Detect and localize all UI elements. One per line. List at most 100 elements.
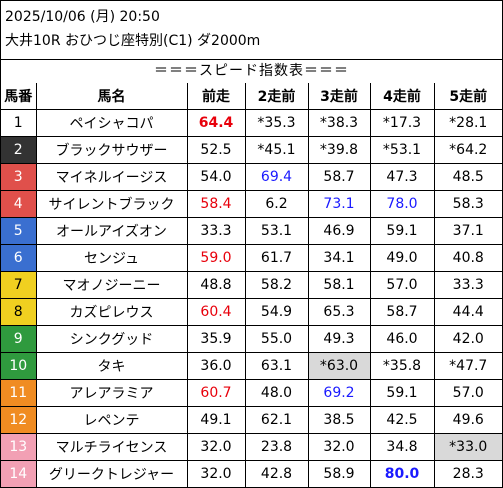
speed-index-2-races-ago: *45.1: [244, 136, 309, 164]
speed-index-3-races-ago: *38.3: [307, 109, 371, 137]
table-row: 4 サイレントブラック 58.4 6.2 73.1 78.0 58.3: [1, 190, 502, 218]
speed-index-5-races-ago: 40.8: [433, 244, 502, 272]
horse-name: タキ: [35, 352, 188, 380]
section-title: ＝＝＝スピード指数表＝＝＝: [1, 59, 502, 84]
speed-index-2-races-ago: 6.2: [244, 190, 309, 218]
speed-index-last-race: 64.4: [186, 109, 246, 137]
speed-index-2-races-ago: 42.8: [244, 460, 309, 487]
speed-index-5-races-ago: 28.3: [433, 460, 502, 487]
speed-index-3-races-ago: 65.3: [307, 298, 371, 326]
speed-index-3-races-ago: 49.3: [307, 325, 371, 353]
speed-index-2-races-ago: *35.3: [244, 109, 309, 137]
speed-index-2-races-ago: 54.9: [244, 298, 309, 326]
speed-index-3-races-ago: *39.8: [307, 136, 371, 164]
col-header-5-races-ago: 5走前: [433, 83, 502, 110]
table-row: 13 マルチライセンス 32.0 23.8 32.0 34.8 *33.0: [1, 433, 502, 461]
col-header-2-races-ago: 2走前: [244, 83, 309, 110]
speed-index-4-races-ago: 49.0: [369, 244, 435, 272]
speed-index-table: 馬番 馬名 前走 2走前 3走前 4走前 5走前 1 ペイシャコパ 64.4 *35.…: [1, 83, 502, 487]
speed-index-3-races-ago: 34.1: [307, 244, 371, 272]
horse-number: 12: [1, 406, 37, 434]
horse-number: 8: [1, 298, 37, 326]
table-header-row: 馬番 馬名 前走 2走前 3走前 4走前 5走前: [1, 83, 502, 110]
speed-index-last-race: 36.0: [186, 352, 246, 380]
speed-index-last-race: 49.1: [186, 406, 246, 434]
speed-index-last-race: 54.0: [186, 163, 246, 191]
speed-index-5-races-ago: 37.1: [433, 217, 502, 245]
table-row: 12 レペンテ 49.1 62.1 38.5 42.5 49.6: [1, 406, 502, 434]
speed-index-4-races-ago: 47.3: [369, 163, 435, 191]
speed-index-last-race: 60.4: [186, 298, 246, 326]
speed-index-4-races-ago: 34.8: [369, 433, 435, 461]
speed-index-4-races-ago: 57.0: [369, 271, 435, 299]
speed-index-2-races-ago: 63.1: [244, 352, 309, 380]
speed-index-4-races-ago: 59.1: [369, 217, 435, 245]
horse-name: カズピレウス: [35, 298, 188, 326]
col-header-number: 馬番: [1, 83, 37, 110]
table-row: 6 センジュ 59.0 61.7 34.1 49.0 40.8: [1, 244, 502, 272]
horse-number: 7: [1, 271, 37, 299]
speed-index-5-races-ago: 49.6: [433, 406, 502, 434]
horse-number: 11: [1, 379, 37, 407]
speed-index-5-races-ago: *64.2: [433, 136, 502, 164]
speed-index-4-races-ago: 78.0: [369, 190, 435, 218]
speed-index-3-races-ago: 73.1: [307, 190, 371, 218]
speed-index-5-races-ago: *33.0: [433, 433, 502, 461]
horse-name: レペンテ: [35, 406, 188, 434]
speed-index-5-races-ago: 33.3: [433, 271, 502, 299]
speed-index-last-race: 33.3: [186, 217, 246, 245]
speed-index-3-races-ago: 58.7: [307, 163, 371, 191]
table-row: 1 ペイシャコパ 64.4 *35.3 *38.3 *17.3 *28.1: [1, 109, 502, 137]
col-header-4-races-ago: 4走前: [369, 83, 435, 110]
horse-name: ペイシャコパ: [35, 109, 188, 137]
speed-index-last-race: 60.7: [186, 379, 246, 407]
speed-index-last-race: 58.4: [186, 190, 246, 218]
horse-number: 6: [1, 244, 37, 272]
col-header-horse-name: 馬名: [35, 83, 188, 110]
speed-index-5-races-ago: 44.4: [433, 298, 502, 326]
horse-name: サイレントブラック: [35, 190, 188, 218]
speed-index-5-races-ago: 42.0: [433, 325, 502, 353]
table-row: 8 カズピレウス 60.4 54.9 65.3 58.7 44.4: [1, 298, 502, 326]
speed-index-2-races-ago: 61.7: [244, 244, 309, 272]
horse-number: 2: [1, 136, 37, 164]
speed-index-last-race: 48.8: [186, 271, 246, 299]
speed-index-5-races-ago: 48.5: [433, 163, 502, 191]
table-row: 2 ブラックサウザー 52.5 *45.1 *39.8 *53.1 *64.2: [1, 136, 502, 164]
horse-name: グリークトレジャー: [35, 460, 188, 487]
horse-name: アレアラミア: [35, 379, 188, 407]
speed-index-4-races-ago: *53.1: [369, 136, 435, 164]
speed-index-3-races-ago: *63.0: [307, 352, 371, 380]
table-row: 5 オールアイズオン 33.3 53.1 46.9 59.1 37.1: [1, 217, 502, 245]
speed-index-2-races-ago: 48.0: [244, 379, 309, 407]
table-row: 9 シンクグッド 35.9 55.0 49.3 46.0 42.0: [1, 325, 502, 353]
horse-number: 10: [1, 352, 37, 380]
speed-index-5-races-ago: 57.0: [433, 379, 502, 407]
speed-index-last-race: 32.0: [186, 433, 246, 461]
horse-name: シンクグッド: [35, 325, 188, 353]
speed-index-2-races-ago: 55.0: [244, 325, 309, 353]
speed-index-5-races-ago: *47.7: [433, 352, 502, 380]
speed-index-3-races-ago: 32.0: [307, 433, 371, 461]
table-row: 7 マオノジーニー 48.8 58.2 58.1 57.0 33.3: [1, 271, 502, 299]
speed-index-4-races-ago: *17.3: [369, 109, 435, 137]
horse-number: 4: [1, 190, 37, 218]
speed-index-3-races-ago: 46.9: [307, 217, 371, 245]
speed-index-5-races-ago: *28.1: [433, 109, 502, 137]
speed-index-2-races-ago: 62.1: [244, 406, 309, 434]
speed-index-3-races-ago: 69.2: [307, 379, 371, 407]
horse-name: マルチライセンス: [35, 433, 188, 461]
race-datetime: 2025/10/06 (月) 20:50: [5, 9, 160, 25]
speed-index-5-races-ago: 58.3: [433, 190, 502, 218]
speed-index-2-races-ago: 53.1: [244, 217, 309, 245]
speed-index-4-races-ago: 59.1: [369, 379, 435, 407]
speed-index-last-race: 52.5: [186, 136, 246, 164]
horse-name: センジュ: [35, 244, 188, 272]
horse-number: 9: [1, 325, 37, 353]
speed-index-2-races-ago: 58.2: [244, 271, 309, 299]
horse-number: 3: [1, 163, 37, 191]
speed-index-4-races-ago: 80.0: [369, 460, 435, 487]
speed-index-4-races-ago: 46.0: [369, 325, 435, 353]
horse-name: マイネルイージス: [35, 163, 188, 191]
